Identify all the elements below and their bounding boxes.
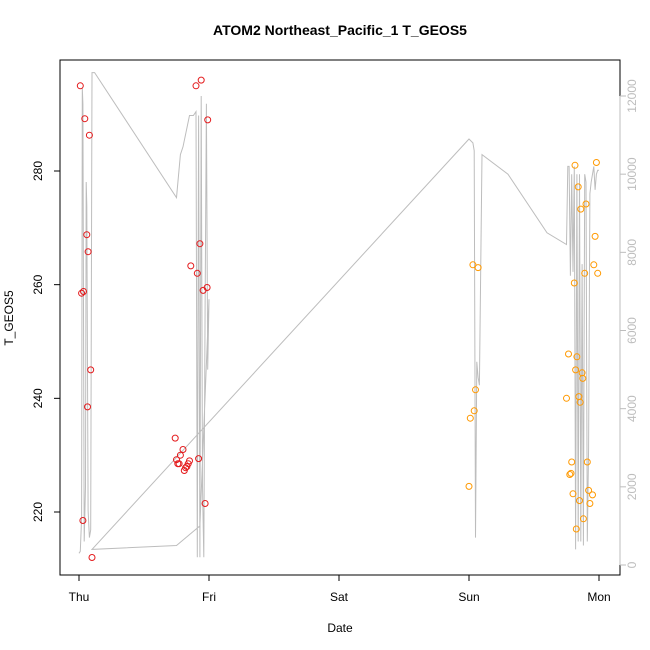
- data-point: [566, 471, 574, 478]
- data-point: [474, 264, 482, 272]
- data-point: [84, 403, 91, 411]
- chart-title: ATOM2 Northeast_Pacific_1 T_GEOS5: [213, 22, 467, 38]
- data-point: [594, 269, 602, 277]
- data-point: [472, 386, 479, 394]
- data-point: [193, 269, 201, 277]
- data-point: [81, 115, 89, 123]
- x-tick-label: Fri: [202, 590, 216, 604]
- data-point: [195, 455, 203, 463]
- data-point: [187, 262, 195, 270]
- data-point: [573, 353, 581, 361]
- data-point: [572, 525, 580, 533]
- y-tick-label: 240: [31, 388, 45, 408]
- data-point: [84, 248, 92, 256]
- data-point: [583, 458, 591, 466]
- data-point: [88, 554, 96, 561]
- data-point: [176, 451, 184, 459]
- y2-tick-label: 8000: [625, 239, 639, 266]
- data-point: [78, 289, 86, 297]
- data-point: [197, 76, 205, 84]
- data-point: [591, 232, 599, 240]
- data-point: [79, 517, 87, 524]
- data-point: [204, 116, 212, 124]
- data-point: [87, 366, 95, 374]
- axes-layer: Thu Fri Sat Sun Mon 220 240 260 280 0 2000 4000 6000…: [31, 79, 639, 604]
- altitude-line: [78, 72, 599, 558]
- data-point: [196, 240, 204, 248]
- data-point: [586, 500, 594, 507]
- data-point: [175, 460, 183, 468]
- data-point: [186, 457, 193, 465]
- y-tick-label: 280: [31, 161, 45, 181]
- data-point: [574, 183, 582, 191]
- data-point: [83, 231, 91, 239]
- y-axis-label: T_GEOS5: [2, 290, 16, 346]
- y2-tick-label: 0: [625, 561, 639, 568]
- data-point: [567, 469, 575, 477]
- data-point: [466, 414, 474, 422]
- data-point: [589, 491, 596, 499]
- data-point: [179, 446, 187, 453]
- data-point: [76, 82, 84, 90]
- data-point: [565, 350, 572, 358]
- x-tick-label: Sat: [330, 590, 349, 604]
- x-tick-label: Thu: [69, 590, 90, 604]
- data-point: [203, 284, 211, 291]
- data-point: [581, 269, 589, 277]
- data-point: [469, 261, 477, 269]
- data-point: [585, 486, 593, 494]
- data-point: [563, 394, 570, 402]
- x-axis-label: Date: [327, 621, 353, 635]
- data-point: [576, 398, 584, 406]
- data-point: [192, 82, 200, 90]
- data-point: [582, 200, 590, 208]
- data-point: [576, 497, 583, 505]
- data-point: [568, 458, 576, 466]
- y2-tick-label: 2000: [625, 473, 639, 500]
- data-point: [570, 279, 578, 287]
- data-point: [572, 366, 580, 374]
- data-point: [577, 205, 585, 213]
- data-point: [201, 500, 209, 507]
- x-tick-label: Mon: [587, 590, 610, 604]
- data-point: [465, 482, 473, 490]
- data-point: [171, 434, 179, 442]
- y-tick-label: 220: [31, 502, 45, 522]
- data-point: [470, 407, 478, 415]
- x-tick-label: Sun: [458, 590, 479, 604]
- data-point: [85, 131, 93, 139]
- data-point: [592, 159, 600, 166]
- data-point: [579, 515, 587, 523]
- data-point: [579, 374, 587, 382]
- data-point: [571, 161, 579, 169]
- data-point: [569, 490, 577, 498]
- y2-tick-label: 10000: [625, 157, 639, 191]
- y-tick-label: 260: [31, 274, 45, 294]
- data-point: [590, 261, 598, 269]
- plot-layer: [76, 72, 602, 561]
- y2-tick-label: 6000: [625, 317, 639, 344]
- y2-tick-label: 12000: [625, 79, 639, 113]
- data-point: [80, 288, 87, 295]
- y2-tick-label: 4000: [625, 395, 639, 422]
